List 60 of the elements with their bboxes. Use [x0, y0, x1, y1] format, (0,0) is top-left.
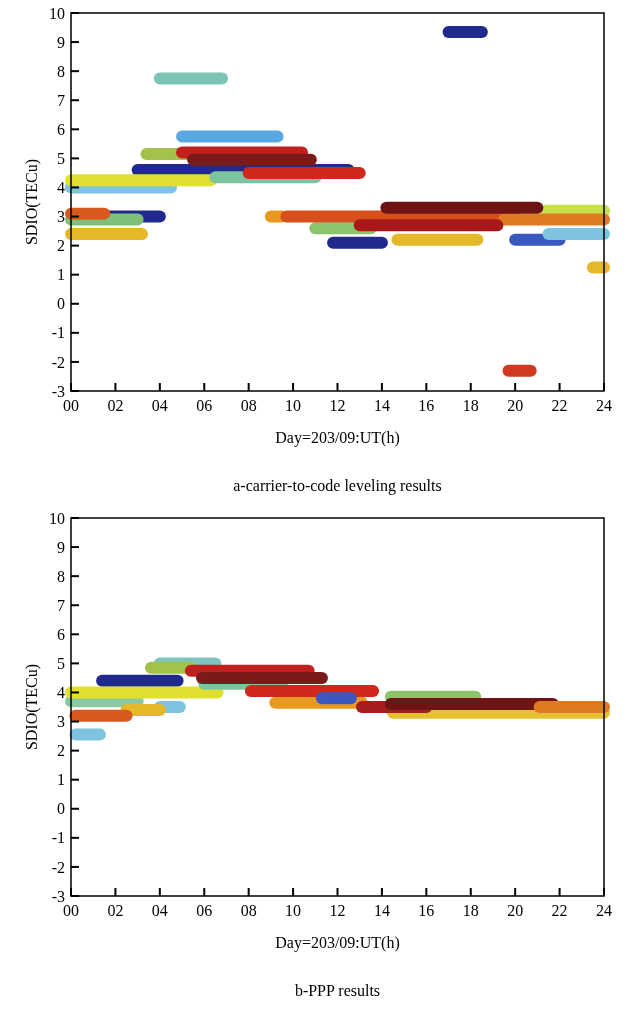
y-tick-label: 4 — [57, 684, 65, 702]
x-axis-title: Day=203/09:UT(h) — [275, 429, 400, 447]
y-tick-label: 6 — [57, 120, 65, 138]
y-tick-label: 7 — [57, 91, 65, 109]
y-tick-label: -1 — [51, 324, 65, 342]
y-tick-label: -2 — [51, 858, 65, 876]
x-tick-label: 18 — [462, 397, 479, 414]
y-tick-label: 10 — [49, 4, 65, 22]
y-tick-label: 6 — [57, 625, 65, 643]
y-tick-label: 4 — [57, 179, 65, 197]
y-tick-label: 7 — [57, 596, 65, 614]
x-tick-label: 14 — [373, 902, 390, 919]
x-tick-label: 00 — [63, 902, 79, 919]
y-tick-label: 3 — [57, 208, 65, 226]
x-tick-label: 08 — [240, 397, 257, 414]
x-tick-label: 24 — [596, 902, 612, 919]
y-tick-label: -1 — [51, 829, 65, 847]
y-tick-label: 2 — [57, 237, 65, 255]
x-tick-label: 18 — [462, 902, 479, 919]
y-axis-title: SDIO(TECu) — [23, 158, 41, 246]
x-tick-label: 06 — [196, 397, 213, 414]
x-tick-label: 20 — [507, 902, 524, 919]
y-tick-label: 3 — [57, 713, 65, 731]
y-tick-label: 9 — [57, 538, 65, 556]
text: a-carrier-to-code leveling results — [233, 477, 442, 495]
x-tick-label: 14 — [373, 397, 390, 414]
y-tick-label: 5 — [57, 149, 65, 167]
y-tick-label: 8 — [57, 567, 65, 585]
x-tick-label: 10 — [285, 397, 302, 414]
y-tick-label: 10 — [49, 509, 65, 527]
y-tick-label: 5 — [57, 654, 65, 672]
y-tick-label: 2 — [57, 742, 65, 760]
x-tick-label: 00 — [63, 397, 79, 414]
y-tick-label: 0 — [57, 800, 65, 818]
y-tick-label: 1 — [57, 266, 65, 284]
x-tick-label: 04 — [151, 902, 168, 919]
y-tick-label: 1 — [57, 771, 65, 789]
y-tick-label: -3 — [51, 382, 65, 400]
x-tick-label: 12 — [329, 397, 346, 414]
y-tick-label: 8 — [57, 62, 65, 80]
x-tick-label: 20 — [507, 397, 524, 414]
x-tick-label: 24 — [596, 397, 612, 414]
x-tick-label: 08 — [240, 902, 257, 919]
x-tick-label: 04 — [151, 397, 168, 414]
y-tick-label: -3 — [51, 887, 65, 905]
x-tick-label: 22 — [551, 902, 568, 919]
x-tick-label: 16 — [418, 397, 435, 414]
x-tick-label: 10 — [285, 902, 302, 919]
x-tick-label: 16 — [418, 902, 435, 919]
x-axis-title: Day=203/09:UT(h) — [275, 934, 400, 952]
y-tick-label: 9 — [57, 33, 65, 51]
y-tick-label: 0 — [57, 295, 65, 313]
x-tick-label: 12 — [329, 902, 346, 919]
text: b-PPP results — [294, 982, 381, 999]
x-tick-label: 22 — [551, 397, 568, 414]
y-tick-label: -2 — [51, 353, 65, 371]
x-tick-label: 06 — [196, 902, 213, 919]
x-tick-label: 02 — [107, 397, 124, 414]
x-tick-label: 02 — [107, 902, 124, 919]
y-axis-title: SDIO(TECu) — [23, 663, 41, 751]
